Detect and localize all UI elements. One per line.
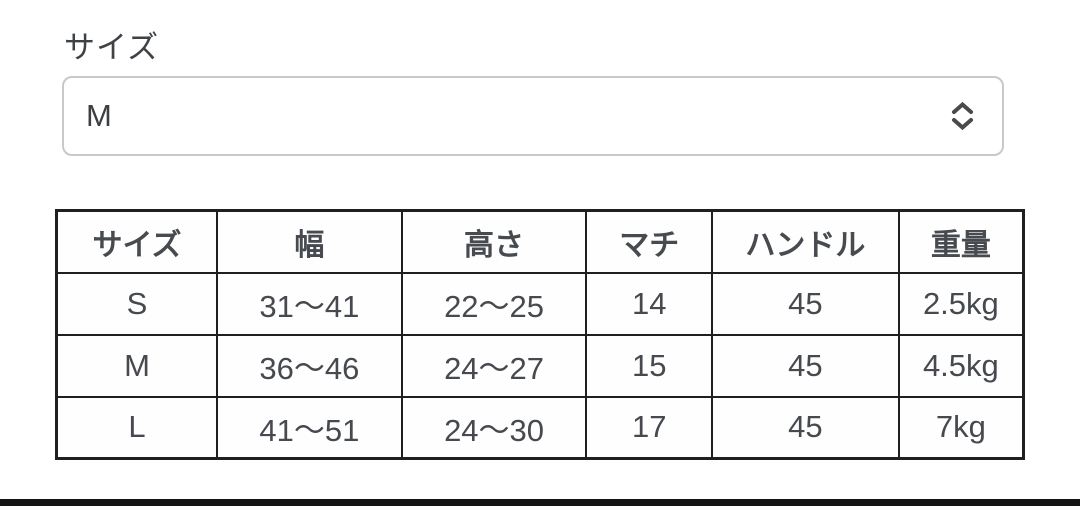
cell-weight: 4.5kg <box>897 333 1025 398</box>
unfold-chevrons-icon <box>949 101 976 131</box>
col-header-weight: 重量 <box>897 209 1025 274</box>
size-select-value: M <box>86 98 112 133</box>
cell-height: 22〜25 <box>400 271 588 336</box>
cell-size: M <box>55 333 219 398</box>
cell-weight: 7kg <box>897 395 1025 460</box>
cell-size: S <box>55 271 219 336</box>
col-header-width: 幅 <box>216 209 403 274</box>
cell-width: 31〜41 <box>216 271 403 336</box>
bottom-divider-bar <box>0 499 1080 506</box>
cell-handle: 45 <box>711 395 900 460</box>
table-row-l: L 41〜51 24〜30 17 45 7kg <box>55 395 1025 460</box>
cell-gusset: 15 <box>585 333 714 398</box>
cell-handle: 45 <box>711 333 900 398</box>
cell-gusset: 17 <box>585 395 714 460</box>
col-header-height: 高さ <box>400 209 588 274</box>
cell-height: 24〜27 <box>400 333 588 398</box>
col-header-size: サイズ <box>55 209 219 274</box>
cell-gusset: 14 <box>585 271 714 336</box>
table-row-m: M 36〜46 24〜27 15 45 4.5kg <box>55 333 1025 398</box>
cell-handle: 45 <box>711 271 900 336</box>
cell-width: 36〜46 <box>216 333 403 398</box>
size-select[interactable]: M <box>62 76 1004 156</box>
table-header-row: サイズ 幅 高さ マチ ハンドル 重量 <box>55 209 1025 274</box>
table-row-s: S 31〜41 22〜25 14 45 2.5kg <box>55 271 1025 336</box>
size-label: サイズ <box>64 30 160 65</box>
cell-size: L <box>55 395 219 460</box>
cell-width: 41〜51 <box>216 395 403 460</box>
cell-height: 24〜30 <box>400 395 588 460</box>
col-header-handle: ハンドル <box>711 209 900 274</box>
size-chart-table: サイズ 幅 高さ マチ ハンドル 重量 S 31〜41 22〜25 14 45 … <box>55 209 1025 460</box>
col-header-gusset: マチ <box>585 209 714 274</box>
cell-weight: 2.5kg <box>897 271 1025 336</box>
